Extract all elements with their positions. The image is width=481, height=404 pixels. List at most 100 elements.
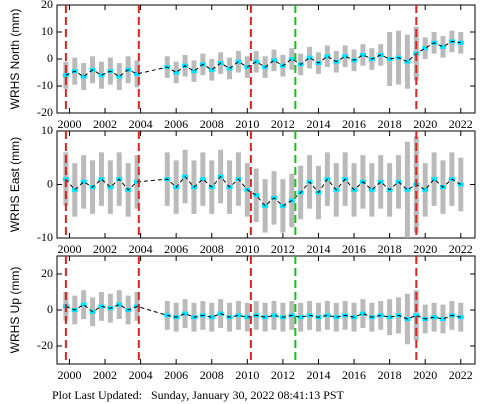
x-tick-label: 2008 [200,117,224,131]
y-tick-label: 0 [47,302,53,316]
data-point [324,313,331,318]
x-tick-label: 2004 [129,242,153,256]
data-point [368,187,375,192]
x-tick-label: 2016 [342,368,366,382]
x-tick-label: 2010 [235,117,259,131]
x-tick-label: 2016 [342,242,366,256]
x-tick-label: 2004 [129,117,153,131]
data-point [359,52,366,57]
data-point [342,54,349,59]
data-point [98,73,105,78]
x-tick-label: 2008 [200,368,224,382]
data-point [404,59,411,64]
x-tick-label: 2018 [378,242,402,256]
x-tick-label: 2008 [200,242,224,256]
data-point [413,313,420,318]
data-point [439,44,446,49]
data-point [262,203,269,208]
data-point [190,69,197,74]
data-point [271,58,278,63]
x-tick-label: 2002 [93,242,117,256]
data-point [98,304,105,309]
y-tick-label: -10 [37,230,53,244]
model-line [65,40,461,78]
data-point [422,187,429,192]
data-point [134,71,141,76]
data-point [173,70,180,75]
data-point [297,315,304,320]
y-tick-label: 0 [47,51,53,65]
x-tick-label: 2000 [57,117,81,131]
x-tick-label: 2014 [306,117,330,131]
data-point [235,313,242,318]
data-point [271,313,278,318]
y-axis-label: WRHS North (mm) [8,9,22,110]
x-tick-label: 2020 [413,242,437,256]
data-point [359,311,366,316]
data-point [422,46,429,51]
data-point [226,66,233,71]
y-tick-label: -20 [37,338,53,352]
data-point [404,187,411,192]
data-point [244,315,251,320]
model-line [65,303,461,320]
data-point [306,55,313,60]
y-tick-label: 20 [41,0,53,11]
data-point [235,59,242,64]
footer: Plot Last Updated: Sunday, January 30, 2… [52,388,345,402]
x-tick-label: 2000 [57,368,81,382]
data-point [208,67,215,72]
x-tick-label: 2012 [271,368,295,382]
data-point [71,187,78,192]
data-point [80,302,87,307]
x-tick-label: 2012 [271,117,295,131]
data-point [288,57,295,61]
y-tick-label: -10 [37,78,53,92]
data-point [333,315,340,320]
data-point [439,317,446,321]
data-point [116,74,123,79]
x-tick-label: 2006 [164,117,188,131]
data-point [98,177,105,182]
x-tick-label: 2020 [413,117,437,131]
x-tick-label: 2020 [413,368,437,382]
x-tick-label: 2022 [449,368,473,382]
data-point [107,185,114,190]
x-tick-label: 2022 [449,242,473,256]
x-tick-label: 2014 [306,242,330,256]
data-point [80,74,87,79]
y-tick-label: 0 [47,176,53,190]
y-tick-label: 10 [41,123,53,137]
data-point [116,302,123,307]
y-tick-label: 10 [41,24,53,38]
data-point [324,54,331,59]
data-point [253,193,260,198]
data-point [377,179,384,184]
data-point [182,311,189,316]
data-point [386,57,393,61]
x-tick-label: 2004 [129,368,153,382]
data-point [457,182,464,187]
y-axis-label: WRHS Up (mm) [8,267,22,354]
y-tick-label: 20 [41,266,53,280]
x-tick-label: 2000 [57,242,81,256]
x-tick-label: 2014 [306,368,330,382]
x-tick-label: 2006 [164,242,188,256]
x-tick-label: 2016 [342,117,366,131]
data-point [80,179,87,184]
y-axis-label: WRHS East (mm) [8,137,22,232]
data-point [386,315,393,320]
x-tick-label: 2006 [164,368,188,382]
x-tick-label: 2002 [93,368,117,382]
y-tick-label: -20 [37,105,53,119]
x-tick-label: 2010 [235,242,259,256]
x-tick-label: 2018 [378,117,402,131]
data-point [431,177,438,182]
x-tick-label: 2002 [93,117,117,131]
x-tick-label: 2012 [271,242,295,256]
x-tick-label: 2022 [449,117,473,131]
data-point [208,315,215,320]
x-tick-label: 2018 [378,368,402,382]
data-point [199,177,206,182]
